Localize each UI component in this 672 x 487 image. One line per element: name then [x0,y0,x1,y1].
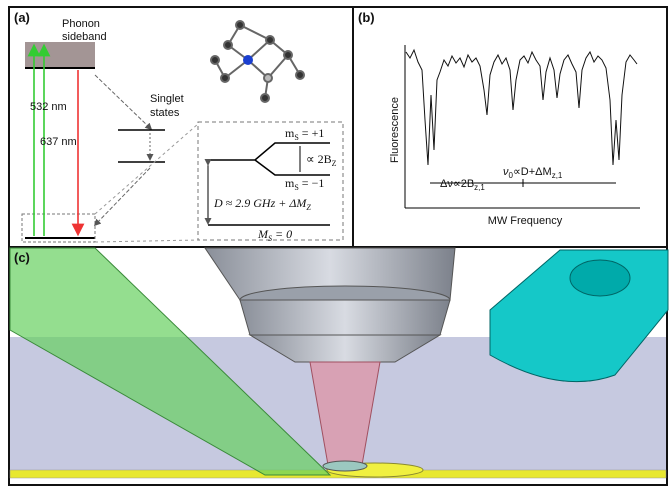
ms-part: = 0 [272,227,292,241]
isc-arrow [95,75,150,128]
d-sub: Z [306,203,311,212]
nu0-label: ν0∝D+ΔMz,1 [503,166,563,180]
ms-minus: mS = −1 [285,176,324,192]
page: (a) Phonon sideband 532 nm 637 nm Single… [0,0,672,487]
delta-sub: z,1 [474,183,485,192]
d-part: D ≈ 2.9 GHz + ΔM [213,196,307,210]
nu-part: ∝D+ΔM [513,166,552,178]
phonon-label: Phonon [62,18,100,30]
focal-spot [323,461,367,471]
ms-part: = −1 [299,176,325,190]
red-label: 637 nm [40,136,77,148]
phonon-label: sideband [62,31,107,43]
z-part: ∝ 2B [306,152,332,166]
zoom-line [95,124,198,214]
zeeman-label: ∝ 2BZ [306,152,337,168]
figure: (a) Phonon sideband 532 nm 637 nm Single… [0,0,672,487]
ms0-label: MS = 0 [257,227,292,243]
d-label: D ≈ 2.9 GHz + ΔMZ [213,196,311,212]
panel-label: (c) [14,250,30,265]
phonon-band [25,42,95,68]
delta-label: Δν∝2Bz,1 [440,178,485,192]
zoom-line [95,240,198,242]
green-label: 532 nm [30,101,67,113]
panel-label: (b) [358,10,375,25]
singlet-label: states [150,107,180,119]
delta-part: Δν∝2B [440,178,474,190]
objective-body [240,300,450,335]
decay-arrow [96,168,150,224]
odmr-trace [406,50,637,165]
nu-sub: z,1 [552,171,563,180]
z-sub: Z [332,159,337,168]
ms-plus: mS = +1 [285,126,324,142]
magnet-hole [570,260,630,296]
ms-part: = +1 [299,126,325,140]
x-axis-label: MW Frequency [488,215,563,227]
singlet-label: Singlet [150,93,184,105]
y-axis-label: Fluorescence [389,97,401,163]
nv-molecule [211,21,304,102]
panel-label: (a) [14,10,30,25]
